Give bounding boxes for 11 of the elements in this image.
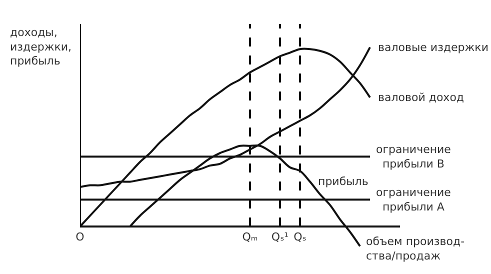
series-label: валовой доход xyxy=(378,91,464,104)
series-label: прибыль xyxy=(318,175,368,188)
x-tick-label: Qₘ xyxy=(242,230,258,244)
x-tick-label: Qₛ¹ xyxy=(271,230,289,244)
x-tick-label: O xyxy=(76,230,85,244)
x-axis-title: объем производ- ства/продаж xyxy=(366,235,465,262)
ref-line-label: ограничение прибыли В xyxy=(376,143,452,170)
series-label: валовые издержки xyxy=(378,41,488,54)
y-axis-title: доходы, издержки, прибыль xyxy=(10,26,72,68)
x-tick-label: Qₛ xyxy=(294,230,306,244)
ref-line-label: ограничение прибыли А xyxy=(376,186,452,214)
